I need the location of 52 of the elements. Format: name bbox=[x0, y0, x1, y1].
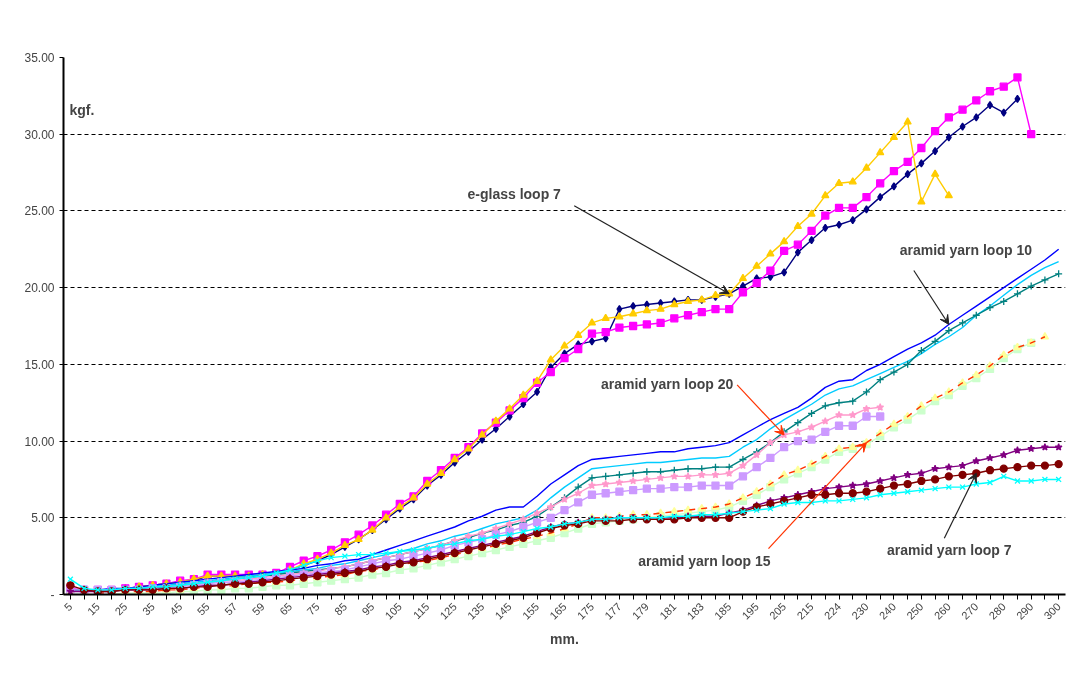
x-tick-label: 135 bbox=[464, 600, 487, 622]
y-tick-label: 5.00 bbox=[31, 511, 55, 526]
x-tick-label: 165 bbox=[547, 600, 569, 622]
x-tick-label: 35 bbox=[139, 600, 157, 618]
x-tick-label: 45 bbox=[167, 600, 185, 618]
x-tick-label: 185 bbox=[711, 600, 734, 622]
x-tick-label: 215 bbox=[794, 600, 816, 622]
x-tick-label: 155 bbox=[519, 600, 542, 622]
y-tick-label: 15.00 bbox=[24, 357, 55, 372]
x-tick-label: 177 bbox=[602, 600, 624, 622]
x-tick-label: 290 bbox=[1013, 600, 1036, 622]
y-tick-label: 10.00 bbox=[24, 434, 55, 449]
x-tick-label: 280 bbox=[986, 600, 1008, 622]
x-tick-label: 65 bbox=[277, 600, 295, 618]
x-tick-label: 25 bbox=[112, 600, 130, 618]
x-tick-label: 181 bbox=[657, 600, 679, 622]
x-tick-label: 224 bbox=[821, 600, 844, 622]
x-tick-label: 240 bbox=[876, 600, 899, 622]
x-tick-label: 145 bbox=[492, 600, 514, 622]
x-axis-title: mm. bbox=[550, 631, 579, 648]
annotation: aramid yarn loop 20 bbox=[600, 375, 734, 392]
y-axis-title: kgf. bbox=[69, 101, 95, 118]
x-tick-label: 230 bbox=[849, 600, 871, 622]
x-tick-label: 175 bbox=[574, 600, 597, 622]
x-tick-label: 115 bbox=[410, 600, 432, 622]
x-tick-label: 179 bbox=[629, 600, 652, 622]
x-tick-label: 260 bbox=[931, 600, 954, 622]
x-tick-label: 5 bbox=[61, 600, 75, 614]
x-tick-label: 59 bbox=[249, 600, 267, 618]
annotation: aramid yarn loop 7 bbox=[887, 542, 1012, 559]
x-tick-label: 85 bbox=[331, 600, 350, 618]
x-tick-label: 195 bbox=[739, 600, 761, 622]
y-tick-label: 20.00 bbox=[24, 281, 55, 296]
x-tick-label: 75 bbox=[304, 600, 322, 618]
x-tick-label: 15 bbox=[84, 600, 103, 618]
x-tick-label: 55 bbox=[194, 600, 212, 618]
x-tick-label: 105 bbox=[382, 600, 405, 622]
x-tick-label: 183 bbox=[684, 600, 707, 622]
y-tick-label: 35.00 bbox=[24, 51, 55, 65]
x-tick-label: 300 bbox=[1041, 600, 1063, 622]
y-tick-label: 25.00 bbox=[24, 204, 55, 219]
x-tick-label: 95 bbox=[359, 600, 377, 618]
x-tick-label: 57 bbox=[222, 600, 240, 618]
x-tick-label: 125 bbox=[437, 600, 459, 622]
y-tick-label: - bbox=[50, 588, 55, 602]
annotation: aramid yarn loop 15 bbox=[638, 552, 771, 569]
y-tick-label: 30.00 bbox=[24, 127, 55, 142]
x-tick-label: 205 bbox=[766, 600, 789, 622]
x-tick-label: 250 bbox=[904, 600, 926, 622]
annotation: aramid yarn loop 10 bbox=[899, 242, 1033, 259]
annotation: e-glass loop 7 bbox=[467, 185, 562, 202]
x-tick-label: 270 bbox=[959, 600, 981, 622]
